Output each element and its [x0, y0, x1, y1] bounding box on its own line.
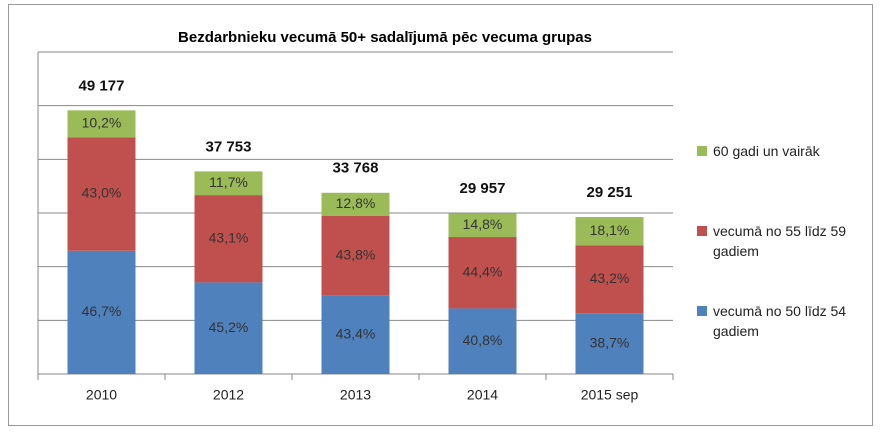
- legend-label: vecumā no 50 līdz 54 gadiem: [713, 303, 847, 339]
- segment-label: 44,4%: [463, 263, 503, 279]
- bar-segment: [67, 137, 136, 251]
- total-label: 33 768: [333, 160, 379, 177]
- legend-label: vecumā no 55 līdz 59 gadiem: [713, 223, 847, 259]
- x-tick-label: 2010: [86, 387, 117, 403]
- bar-segment: [448, 308, 517, 374]
- total-label: 49 177: [79, 77, 125, 94]
- segment-label: 43,4%: [336, 325, 376, 341]
- total-label: 29 957: [460, 180, 506, 197]
- legend-swatch: [697, 226, 707, 236]
- segment-label: 43,0%: [82, 185, 122, 201]
- bar-segment: [575, 313, 644, 374]
- segment-label: 11,7%: [209, 174, 248, 190]
- bar-segment: [321, 295, 390, 374]
- x-tick-label: 2013: [340, 387, 371, 403]
- segment-label: 38,7%: [590, 334, 630, 350]
- bar-segment: [67, 250, 136, 374]
- legend-swatch: [697, 306, 707, 316]
- legend-swatch: [697, 146, 707, 156]
- x-tick-label: 2015 sep: [581, 387, 639, 403]
- segment-label: 43,2%: [590, 270, 630, 286]
- segment-label: 14,8%: [463, 216, 503, 232]
- segment-label: 18,1%: [590, 222, 630, 238]
- bar-segment: [194, 171, 263, 196]
- bar-segment: [448, 237, 517, 309]
- segment-label: 10,2%: [82, 115, 122, 131]
- bar-segment: [321, 192, 390, 216]
- legend-label: 60 gadi un vairāk: [713, 143, 820, 159]
- bar-segment: [194, 195, 263, 283]
- total-label: 37 753: [206, 138, 252, 155]
- chart-border: [8, 4, 873, 426]
- bar-segment: [575, 245, 644, 314]
- bar-segment: [194, 282, 263, 374]
- legend-item: vecumā no 50 līdz 54 gadiem: [697, 301, 877, 341]
- chart-title: Bezdarbnieku vecumā 50+ sadalījumā pēc v…: [178, 29, 592, 46]
- segment-label: 46,7%: [82, 303, 122, 319]
- segment-label: 43,8%: [336, 246, 376, 262]
- segment-label: 43,1%: [209, 229, 249, 245]
- x-tick-label: 2014: [467, 387, 498, 403]
- bar-segment: [575, 217, 644, 246]
- segment-label: 40,8%: [463, 332, 503, 348]
- bar-segment: [321, 215, 390, 296]
- bar-segment: [448, 213, 517, 238]
- legend-item: vecumā no 55 līdz 59 gadiem: [697, 221, 877, 261]
- segment-label: 12,8%: [336, 195, 376, 211]
- bar-segment: [67, 110, 136, 138]
- segment-label: 45,2%: [209, 319, 249, 335]
- legend-item: 60 gadi un vairāk: [697, 141, 877, 161]
- x-tick-label: 2012: [213, 387, 244, 403]
- total-label: 29 251: [587, 184, 633, 201]
